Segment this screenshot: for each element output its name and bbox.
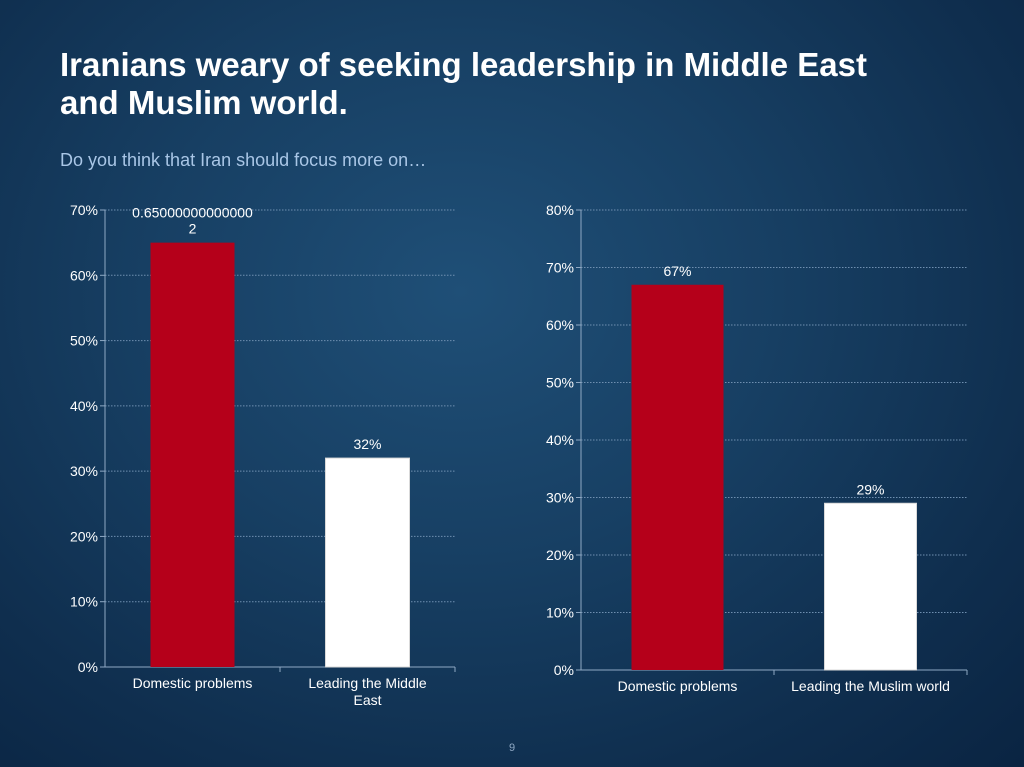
left-bar-1 (150, 242, 235, 667)
right-y-tick-label: 80% (546, 202, 574, 218)
left-y-tick-label: 50% (70, 333, 98, 349)
slide-title-line-2: and Muslim world. (60, 84, 348, 121)
right-category-label-2-line: Leading the Muslim world (791, 678, 950, 694)
left-data-label-1-line: 2 (189, 221, 197, 237)
right-bar-1 (631, 284, 724, 670)
right-y-tick-label: 20% (546, 547, 574, 563)
left-y-tick-label: 60% (70, 267, 98, 283)
left-bar-2 (325, 457, 410, 668)
left-category-label-2: Leading the Middle East (308, 675, 427, 708)
left-y-tick-label: 70% (70, 202, 98, 218)
left-data-label-1-line: 0.65000000000000 (132, 205, 253, 221)
left-y-tick-label: 40% (70, 398, 98, 414)
page-number: 9 (508, 742, 516, 754)
left-y-tick-label: 30% (70, 463, 98, 479)
right-category-label-1: Domestic problems (618, 678, 738, 694)
right-category-label-2: Leading the Muslim world (791, 678, 950, 694)
left-y-tick-label: 10% (70, 594, 98, 610)
left-category-label-1: Domestic problems (133, 675, 253, 691)
left-y-tick-label: 0% (78, 659, 98, 675)
right-data-label-2-line: 29% (856, 481, 884, 497)
right-y-tick-label: 0% (554, 662, 574, 678)
right-y-tick-label: 40% (546, 432, 574, 448)
slide-subtitle: Do you think that Iran should focus more… (60, 150, 427, 170)
right-y-tick-label: 30% (546, 490, 574, 506)
slide-title-line-1: Iranians weary of seeking leadership in … (60, 46, 867, 83)
left-category-label-2-line: Leading the Middle (308, 675, 427, 691)
left-data-label-2-line: 32% (353, 436, 381, 452)
right-y-tick-label: 70% (546, 260, 574, 276)
left-y-tick-label: 20% (70, 528, 98, 544)
left-category-label-1-line: Domestic problems (133, 675, 253, 691)
right-data-label-1-line: 67% (663, 263, 691, 279)
right-bar-2 (824, 502, 917, 671)
left-category-label-2-line: East (353, 692, 381, 708)
right-y-tick-label: 50% (546, 375, 574, 391)
right-y-tick-label: 60% (546, 317, 574, 333)
right-y-tick-label: 10% (546, 605, 574, 621)
slide-title: Iranians weary of seeking leadership in … (60, 46, 980, 122)
left-data-label-1: 0.65000000000000 2 (132, 205, 253, 237)
right-data-label-2: 29% (856, 481, 884, 497)
right-data-label-1: 67% (663, 263, 691, 279)
left-data-label-2: 32% (353, 436, 381, 452)
right-category-label-1-line: Domestic problems (618, 678, 738, 694)
